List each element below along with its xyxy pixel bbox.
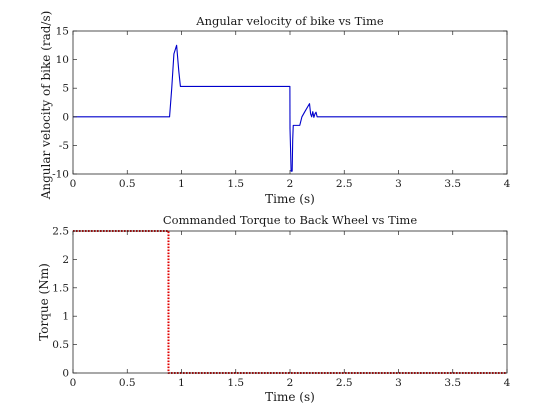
top-chart: Angular velocity of bike vs Time Time (s… — [39, 11, 511, 206]
bottom-y-tick-label: 0 — [62, 368, 69, 380]
top-y-tick-label: -10 — [52, 169, 69, 181]
bottom-chart-tick-layer: 0 0.5 1 1.5 2 2.5 3 3.5 4 0 0.5 1 1.5 2 2.5 — [52, 226, 510, 390]
bottom-chart: Commanded Torque to Back Wheel vs Time T… — [37, 213, 511, 404]
bottom-x-tick-label: 2 — [287, 377, 294, 389]
top-chart-xlabel: Time (s) — [265, 192, 315, 206]
top-x-tick-label: 0.5 — [119, 178, 136, 190]
top-x-tick-label: 3 — [395, 178, 402, 190]
bottom-x-tick-label: 3 — [395, 377, 402, 389]
bottom-x-tick-label: 1 — [178, 377, 185, 389]
top-x-tick-label: 1.5 — [227, 178, 244, 190]
bottom-chart-ylabel: Torque (Nm) — [37, 263, 51, 341]
top-x-tick-label: 2.5 — [336, 178, 353, 190]
top-x-tick-label: 0 — [70, 178, 77, 190]
top-chart-title: Angular velocity of bike vs Time — [195, 14, 384, 28]
bottom-chart-axes-frame — [72, 230, 508, 374]
top-y-tick-label: 0 — [62, 111, 69, 123]
top-chart-axes-frame — [72, 30, 508, 175]
top-chart-ylabel: Angular velocity of bike (rad/s) — [39, 11, 53, 201]
bottom-x-tick-label: 0 — [70, 377, 77, 389]
bottom-y-tick-label: 2 — [62, 254, 69, 266]
bottom-x-tick-label: 1.5 — [227, 377, 244, 389]
bottom-chart-series-line — [73, 230, 507, 374]
top-chart-tick-layer: 0 0.5 1 1.5 2 2.5 3 3.5 4 -10 -5 0 5 10 15 — [52, 26, 511, 191]
bottom-chart-xlabel: Time (s) — [265, 390, 315, 404]
bottom-y-tick-label: 1 — [62, 311, 69, 323]
bottom-y-tick-label: 2.5 — [52, 226, 69, 238]
bottom-x-tick-label: 2.5 — [336, 377, 353, 389]
bottom-x-tick-label: 3.5 — [444, 377, 461, 389]
top-chart-series-layer — [73, 44, 507, 172]
bottom-chart-title: Commanded Torque to Back Wheel vs Time — [163, 213, 417, 227]
bottom-chart-series-layer — [73, 230, 507, 374]
top-y-tick-label: 15 — [56, 26, 69, 38]
bottom-y-tick-label: 0.5 — [52, 339, 69, 351]
bottom-x-tick-label: 4 — [504, 377, 511, 389]
top-chart-series-line — [73, 44, 507, 172]
top-x-tick-label: 3.5 — [444, 178, 461, 190]
top-y-tick-label: 5 — [62, 83, 69, 95]
top-y-tick-label: -5 — [59, 140, 69, 152]
bottom-y-tick-label: 1.5 — [52, 282, 69, 294]
bottom-x-tick-label: 0.5 — [119, 377, 136, 389]
top-x-tick-label: 1 — [178, 178, 185, 190]
top-x-tick-label: 4 — [504, 178, 511, 190]
top-y-tick-label: 10 — [56, 54, 69, 66]
top-x-tick-label: 2 — [287, 178, 294, 190]
